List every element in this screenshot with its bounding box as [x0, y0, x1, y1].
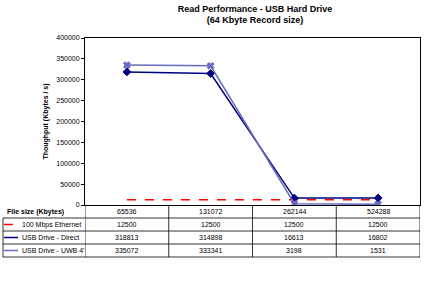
svg-text:400000: 400000	[56, 34, 79, 41]
svg-text:12500: 12500	[368, 221, 388, 228]
svg-text:200000: 200000	[56, 118, 79, 125]
svg-text:16613: 16613	[284, 234, 304, 241]
svg-text:USB Drive - UWB 4': USB Drive - UWB 4'	[22, 247, 84, 254]
svg-text:50000: 50000	[60, 181, 80, 188]
svg-text:314898: 314898	[199, 234, 222, 241]
svg-text:1531: 1531	[370, 247, 386, 254]
svg-text:Thoughput (Kbytes / s): Thoughput (Kbytes / s)	[42, 83, 50, 159]
svg-text:150000: 150000	[56, 139, 79, 146]
svg-text:318813: 318813	[115, 234, 138, 241]
svg-text:350000: 350000	[56, 55, 79, 62]
svg-text:USB Drive - Direct: USB Drive - Direct	[22, 234, 79, 241]
svg-text:12500: 12500	[117, 221, 137, 228]
svg-text:0: 0	[76, 201, 80, 208]
svg-text:16802: 16802	[368, 234, 388, 241]
svg-text:335072: 335072	[115, 247, 138, 254]
svg-text:12500: 12500	[201, 221, 221, 228]
svg-text:65536: 65536	[117, 208, 137, 215]
svg-text:12500: 12500	[284, 221, 304, 228]
svg-text:Read Performance - USB Hard Dr: Read Performance - USB Hard Drive(64 Kby…	[178, 4, 333, 26]
svg-text:300000: 300000	[56, 76, 79, 83]
svg-text:262144: 262144	[283, 208, 306, 215]
svg-text:100000: 100000	[56, 160, 79, 167]
svg-text:100 Mbps Ethernet: 100 Mbps Ethernet	[22, 221, 81, 229]
svg-text:250000: 250000	[56, 97, 79, 104]
svg-text:File size (Kbytes): File size (Kbytes)	[7, 208, 64, 216]
svg-text:131072: 131072	[199, 208, 222, 215]
svg-text:333341: 333341	[199, 247, 222, 254]
svg-text:524288: 524288	[367, 208, 390, 215]
svg-text:3198: 3198	[286, 247, 302, 254]
